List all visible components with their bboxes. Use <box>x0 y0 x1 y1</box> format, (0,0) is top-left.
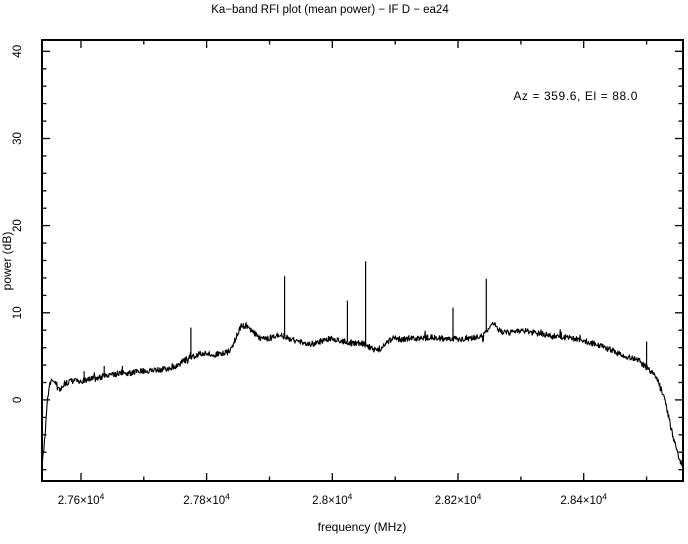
pointing-annotation: Az = 359.6, El = 88.0 <box>513 89 638 103</box>
chart-title: Ka−band RFI plot (mean power) − IF D − e… <box>211 4 449 16</box>
y-tick-label: 30 <box>12 132 24 145</box>
axis-ticks <box>42 40 683 481</box>
x-tick-label: 2.82×104 <box>435 492 482 508</box>
y-tick-label: 40 <box>12 45 24 58</box>
y-tick-label: 0 <box>12 397 24 403</box>
plot-frame <box>41 39 684 482</box>
x-tick-label: 2.84×104 <box>560 492 607 508</box>
y-tick-label: 20 <box>12 219 24 232</box>
axes-frame <box>41 39 684 482</box>
x-tick-labels: 2.76×104 2.78×104 2.8×104 2.82×104 2.84×104 <box>58 492 608 508</box>
mean-power-trace <box>41 321 684 468</box>
y-tick-labels: 0 10 20 30 40 <box>12 45 24 403</box>
rfi-spike-lines <box>83 261 648 381</box>
x-tick-label: 2.8×104 <box>312 492 353 508</box>
spectrum-trace <box>41 321 684 468</box>
x-axis-label: frequency (MHz) <box>318 520 407 534</box>
x-tick-label: 2.76×104 <box>58 492 105 508</box>
x-tick-label: 2.78×104 <box>183 492 230 508</box>
y-axis-label: power (dB) <box>0 232 14 291</box>
y-tick-label: 10 <box>12 306 24 319</box>
